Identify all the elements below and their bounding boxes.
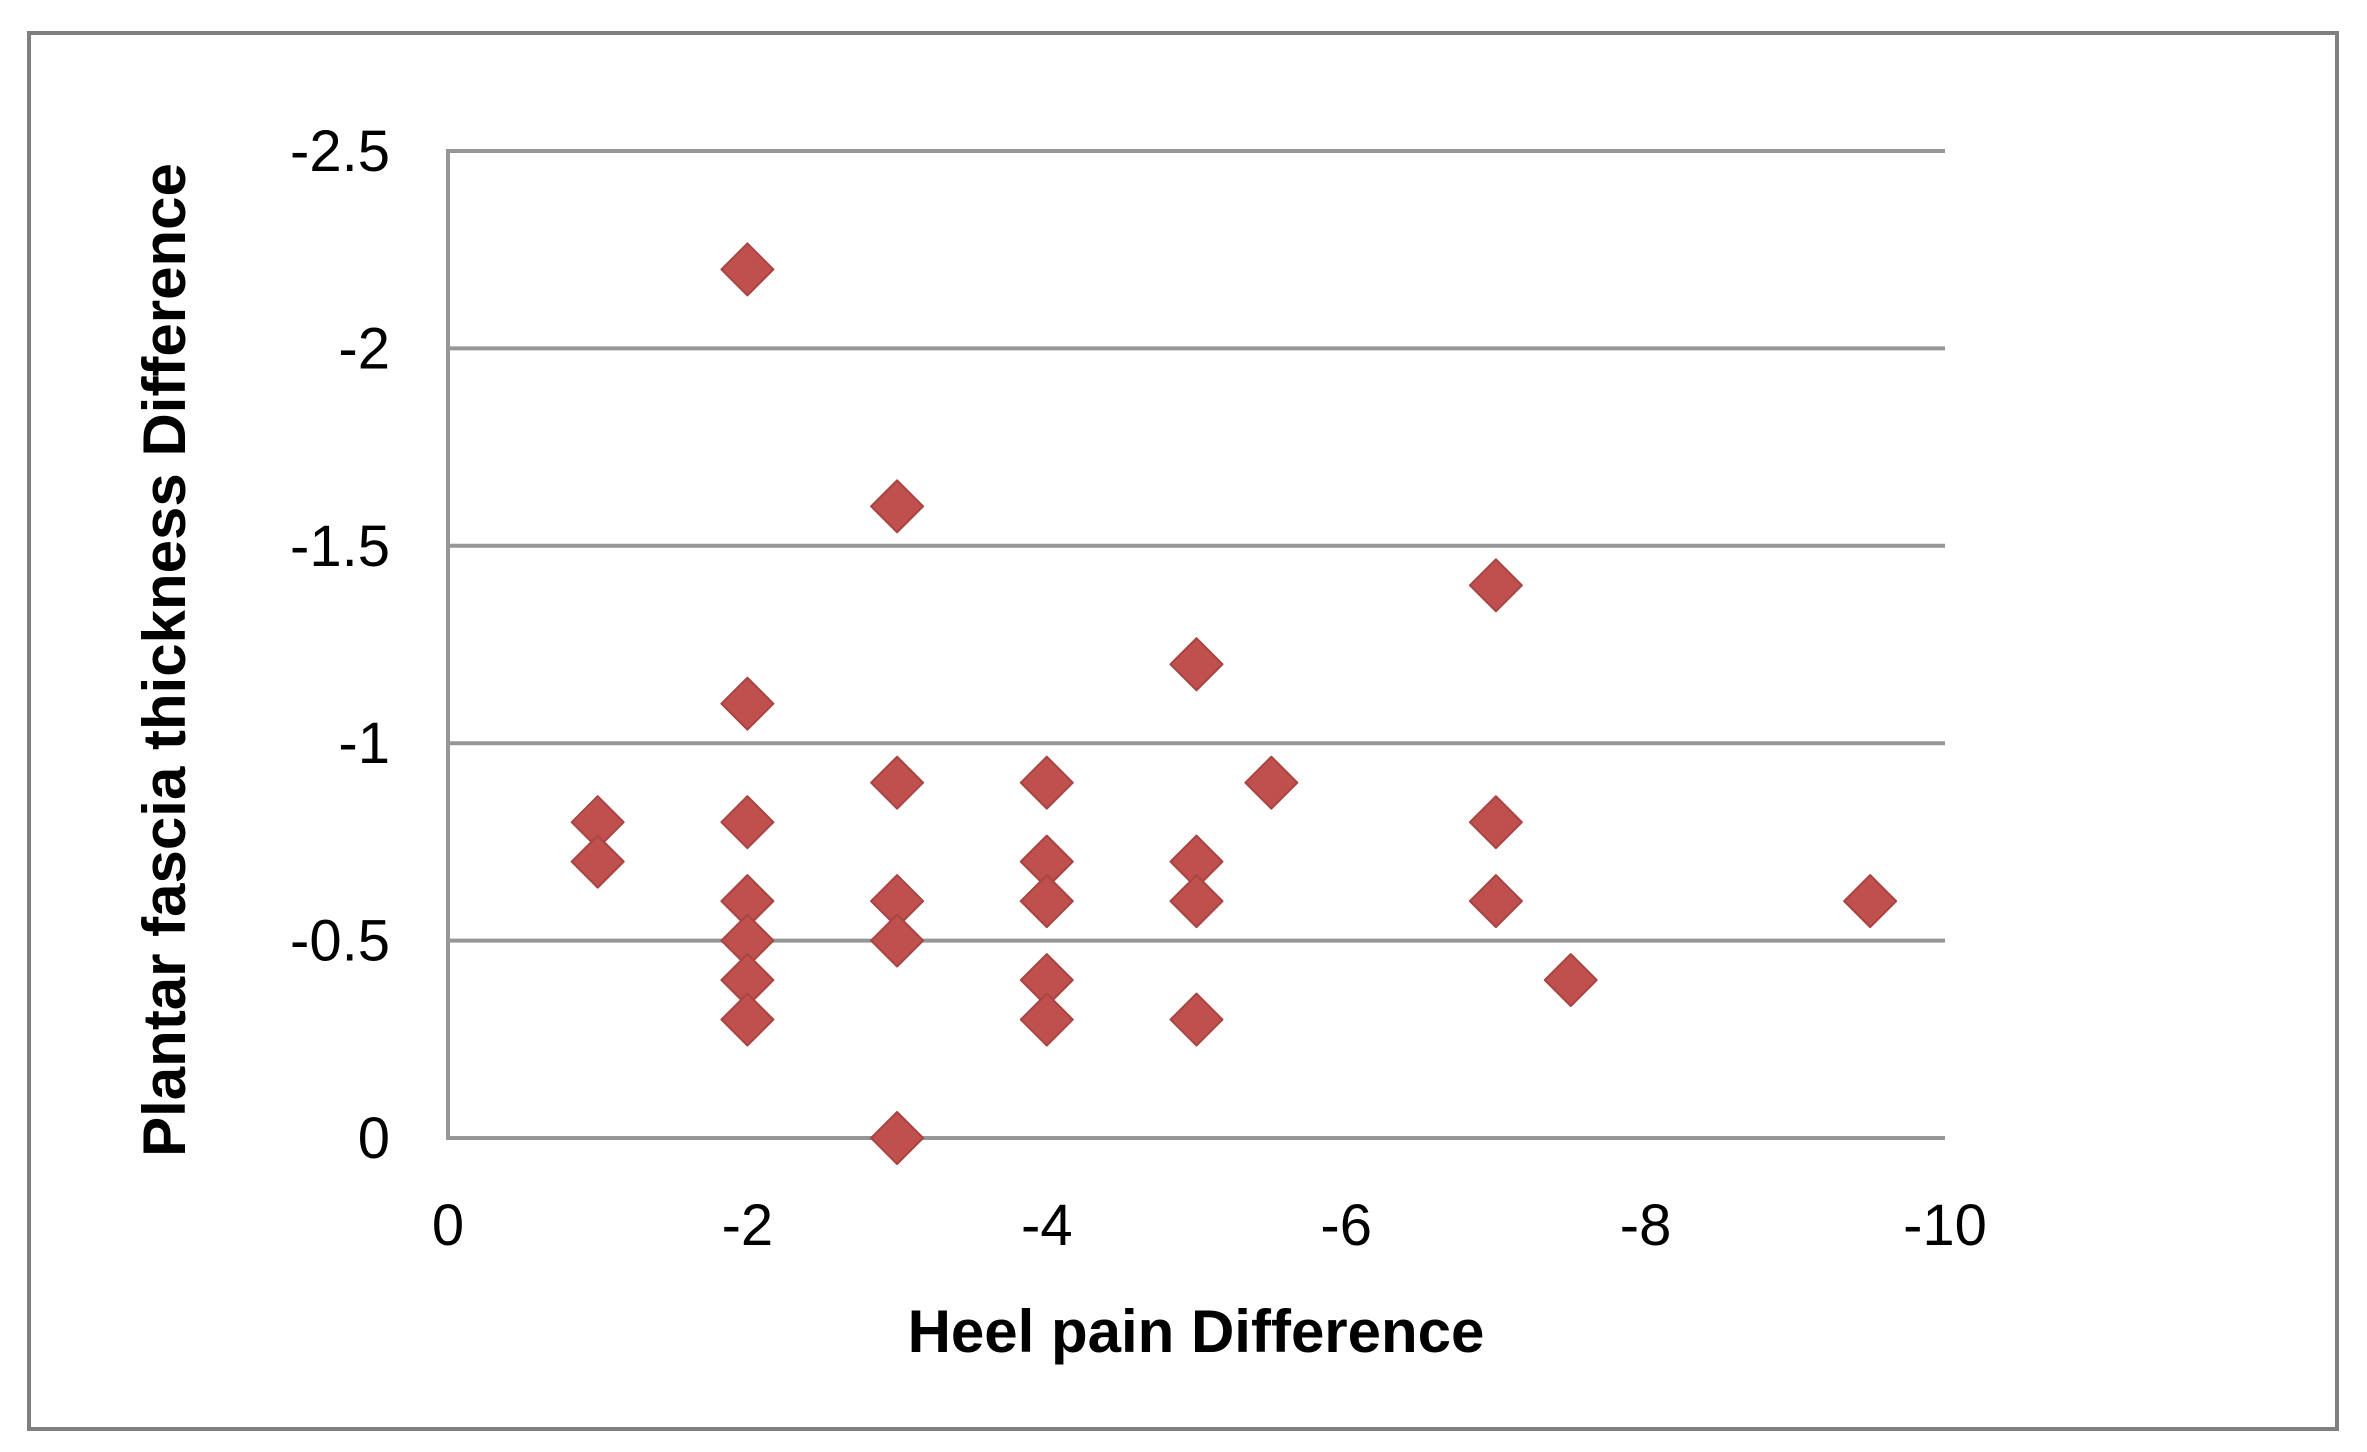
data-point-marker	[1019, 755, 1074, 810]
data-point-marker	[1019, 992, 1074, 1047]
gridlines-layer	[448, 149, 1945, 1140]
y-tick-label: -2.5	[290, 119, 390, 184]
data-point-marker	[1169, 637, 1224, 692]
data-point-marker	[1169, 992, 1224, 1047]
data-point-marker	[1468, 558, 1523, 613]
y-tick-label: -1.5	[290, 514, 390, 579]
x-tick-label: -10	[1903, 1193, 1987, 1258]
data-point-marker	[870, 913, 925, 968]
y-tick-label: -0.5	[290, 909, 390, 974]
data-point-marker	[720, 795, 775, 850]
data-point-marker	[720, 676, 775, 731]
data-point-marker	[870, 479, 925, 534]
y-axis-title: Plantar fascia thickness Difference	[131, 163, 198, 1157]
data-point-marker	[1843, 874, 1898, 929]
x-tick-label: -4	[1021, 1193, 1073, 1258]
data-point-marker	[1019, 874, 1074, 929]
data-point-marker	[1468, 874, 1523, 929]
data-point-marker	[870, 1111, 925, 1165]
y-tick-label: -2	[338, 316, 390, 381]
data-points-layer	[570, 242, 1898, 1165]
data-point-marker	[1169, 874, 1224, 929]
x-axis-title: Heel pain Difference	[908, 1298, 1485, 1365]
y-tick-label: 0	[358, 1106, 390, 1171]
y-tick-label: -1	[338, 711, 390, 776]
tick-labels-layer: -2.5 -2 -1.5 -1 -0.5 00 -2 -4 -6 -8 -10	[290, 119, 1987, 1258]
x-tick-label: 0	[432, 1193, 464, 1258]
data-point-marker	[1244, 755, 1299, 810]
chart-figure-border	[27, 31, 2339, 1431]
x-tick-label: -8	[1620, 1193, 1672, 1258]
data-point-marker	[570, 834, 625, 889]
data-point-marker	[1543, 953, 1598, 1008]
x-tick-label: -6	[1320, 1193, 1372, 1258]
data-point-marker	[720, 242, 775, 297]
x-tick-label: -2	[722, 1193, 774, 1258]
data-point-marker	[870, 755, 925, 810]
data-point-marker	[1468, 795, 1523, 850]
data-point-marker	[720, 992, 775, 1047]
